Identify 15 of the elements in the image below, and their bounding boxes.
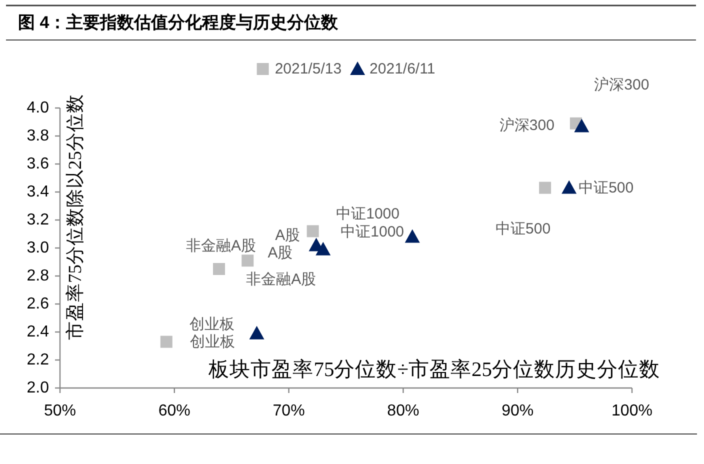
annotation: 中证500 (496, 220, 551, 238)
annotation: A股 (268, 244, 293, 262)
annotation: 非金融A股 (186, 238, 256, 254)
annotation: 中证1000 (336, 206, 400, 223)
annotation: 沪深300 (499, 116, 554, 134)
annotation: 创业板 (190, 333, 235, 350)
annotation: 中证500 (578, 179, 634, 196)
annotation: 非金融A股 (246, 270, 316, 288)
ylabel: 市盈率75分位数除以25分位数 (66, 94, 86, 340)
xlabel: 板块市盈率75分位数÷市盈率25分位数历史分位数 (208, 359, 660, 381)
annotation: 创业板 (189, 316, 234, 333)
annotation: A股 (275, 227, 300, 244)
title: 图 4：主要指数估值分化程度与历史分位数 (18, 13, 338, 32)
annotation: 中证1000 (340, 223, 404, 240)
annotation: 沪深300 (594, 76, 650, 94)
